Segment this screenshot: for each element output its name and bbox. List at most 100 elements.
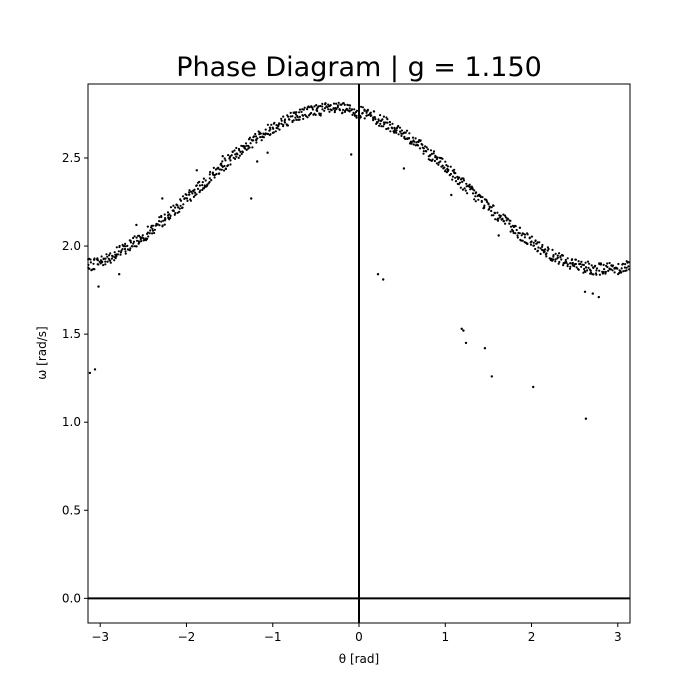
scatter-point bbox=[302, 108, 305, 111]
scatter-point bbox=[575, 266, 578, 269]
scatter-point bbox=[179, 199, 183, 202]
scatter-point bbox=[234, 157, 237, 160]
scatter-point bbox=[188, 193, 191, 196]
scatter-point bbox=[516, 236, 519, 239]
scatter-point bbox=[473, 198, 476, 201]
y-tick-label: 2.0 bbox=[62, 239, 81, 253]
scatter-point bbox=[422, 147, 425, 150]
scatter-point bbox=[494, 218, 497, 221]
scatter-point bbox=[264, 128, 267, 131]
scatter-point bbox=[395, 129, 398, 132]
scatter-point bbox=[286, 124, 290, 127]
scatter-point bbox=[361, 106, 364, 109]
outlier-point bbox=[464, 341, 468, 345]
scatter-point bbox=[523, 233, 527, 236]
scatter-point bbox=[233, 149, 236, 152]
scatter-point bbox=[287, 115, 290, 118]
scatter-point bbox=[544, 248, 547, 251]
scatter-point bbox=[412, 143, 415, 146]
outlier-point bbox=[376, 273, 380, 276]
scatter-point bbox=[384, 121, 387, 124]
scatter-point bbox=[545, 252, 548, 255]
scatter-point bbox=[468, 183, 471, 186]
scatter-point bbox=[528, 237, 531, 240]
scatter-point bbox=[237, 156, 240, 159]
scatter-point bbox=[348, 110, 351, 113]
scatter-point bbox=[295, 118, 298, 121]
scatter-point bbox=[624, 263, 627, 266]
scatter-point bbox=[208, 177, 211, 180]
scatter-point bbox=[622, 270, 625, 273]
scatter-point bbox=[512, 231, 515, 234]
scatter-point bbox=[280, 122, 283, 125]
scatter-point bbox=[139, 236, 142, 239]
scatter-point bbox=[288, 118, 291, 121]
scatter-point bbox=[119, 253, 122, 256]
scatter-point bbox=[509, 219, 512, 222]
scatter-point bbox=[473, 189, 476, 192]
scatter-point bbox=[161, 225, 164, 228]
scatter-point bbox=[374, 118, 377, 121]
scatter-point bbox=[372, 116, 375, 119]
scatter-point bbox=[113, 259, 116, 262]
scatter-point bbox=[365, 114, 368, 117]
scatter-point bbox=[182, 203, 185, 206]
y-tick-label: 1.0 bbox=[62, 415, 81, 429]
scatter-point bbox=[432, 152, 435, 155]
scatter-point bbox=[552, 255, 555, 258]
scatter-point bbox=[298, 108, 302, 111]
scatter-point bbox=[291, 115, 294, 118]
scatter-point bbox=[552, 258, 555, 261]
x-tick-label: 1 bbox=[441, 630, 449, 644]
scatter-point bbox=[121, 243, 124, 246]
chart-title: Phase Diagram | g = 1.150 bbox=[176, 52, 542, 83]
scatter-point bbox=[485, 199, 488, 202]
scatter-point bbox=[341, 102, 344, 105]
scatter-point bbox=[444, 160, 447, 163]
scatter-point bbox=[379, 114, 382, 117]
scatter-point bbox=[461, 180, 464, 183]
scatter-point bbox=[453, 168, 456, 171]
scatter-point bbox=[144, 239, 148, 242]
scatter-point bbox=[217, 172, 220, 175]
scatter-point bbox=[376, 121, 379, 124]
scatter-point bbox=[627, 261, 630, 264]
scatter-point bbox=[541, 243, 544, 247]
scatter-point bbox=[223, 169, 226, 172]
scatter-point bbox=[199, 189, 202, 192]
scatter-point bbox=[129, 241, 132, 244]
scatter-point bbox=[244, 142, 248, 145]
scatter-point bbox=[438, 156, 441, 159]
scatter-point bbox=[224, 167, 227, 170]
scatter-point bbox=[132, 242, 135, 245]
scatter-point bbox=[595, 269, 598, 272]
scatter-point bbox=[487, 202, 490, 205]
scatter-point bbox=[343, 110, 347, 113]
scatter-point bbox=[321, 102, 324, 105]
scatter-point bbox=[266, 123, 269, 126]
scatter-point bbox=[335, 108, 338, 111]
scatter-point bbox=[451, 178, 454, 181]
scatter-point bbox=[534, 239, 537, 243]
scatter-point bbox=[623, 266, 627, 269]
scatter-point bbox=[227, 164, 230, 167]
scatter-point bbox=[89, 261, 92, 264]
scatter-point bbox=[361, 112, 364, 115]
scatter-point bbox=[158, 220, 161, 223]
scatter-point bbox=[386, 121, 389, 124]
scatter-point bbox=[523, 236, 527, 239]
scatter-point bbox=[355, 114, 358, 117]
scatter-point bbox=[162, 219, 165, 222]
scatter-point bbox=[380, 125, 383, 128]
scatter-point bbox=[126, 248, 129, 251]
outlier-point bbox=[483, 347, 487, 350]
scatter-point bbox=[554, 252, 557, 255]
outlier-point bbox=[450, 193, 453, 197]
x-tick-label: −1 bbox=[264, 630, 282, 644]
outlier-point bbox=[266, 151, 269, 154]
scatter-point bbox=[425, 150, 428, 153]
scatter-point bbox=[449, 165, 452, 168]
scatter-point bbox=[147, 235, 150, 238]
scatter-point bbox=[530, 240, 533, 243]
scatter-point bbox=[321, 105, 324, 108]
